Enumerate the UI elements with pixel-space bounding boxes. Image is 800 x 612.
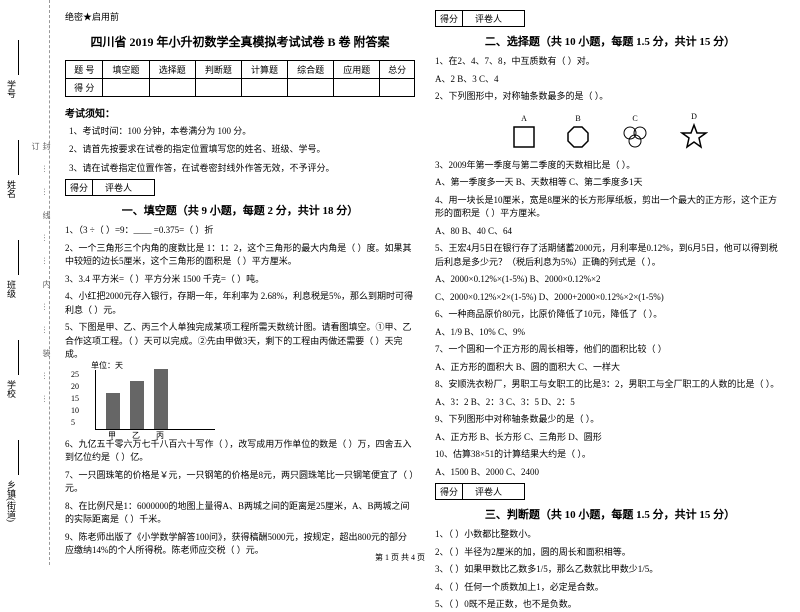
q2-8-opts: A、3：2 B、2：3 C、3：5 D、2：5: [435, 396, 785, 410]
q2-5-opts-ab: A、2000×0.12%×(1-5%) B、2000×0.12%×2: [435, 273, 785, 287]
q2-5: 5、王宏4月5日在银行存了活期储蓄2000元，月利率是0.12%，到6月5日，他…: [435, 242, 785, 269]
shape-a: A: [512, 114, 536, 149]
secret-label: 绝密★启用前: [65, 10, 415, 23]
q2-10-opts: A、1500 B、2000 C、2400: [435, 466, 785, 480]
q3-5: 5、（ ）0既不是正数，也不是负数。: [435, 598, 785, 612]
score-box-1: 得分 评卷人: [65, 179, 155, 196]
shape-b: B: [566, 114, 590, 149]
shape-options: A B C D: [435, 112, 785, 151]
q2-7-opts: A、正方形的面积大 B、圆的面积大 C、一样大: [435, 361, 785, 375]
score-box-2: 得分 评卷人: [435, 10, 525, 27]
bar-jia: 甲: [106, 393, 120, 429]
binding-field-label: 乡镇(街道): [5, 480, 18, 522]
binding-field-label: 班级: [5, 280, 18, 298]
q1-6: 6、九亿五千零六万七千八百六十写作（ ），改写成用万作单位的数是（ ）万，四舍五…: [65, 438, 415, 465]
shape-c: C: [620, 114, 650, 149]
circles-icon: [620, 125, 650, 149]
content-area: 绝密★启用前 四川省 2019 年小升初数学全真模拟考试试卷 B 卷 附答案 题…: [50, 0, 800, 565]
q2-4: 4、用一块长是10厘米，宽是8厘米的长方形厚纸板，剪出一个最大的正方形，这个正方…: [435, 194, 785, 221]
q1-4: 4、小红把2000元存入银行，存期一年，年利率为 2.68%，利息税是5%，那么…: [65, 290, 415, 317]
q3-3: 3、（ ）如果甲数比乙数多1/5，那么乙数就比甲数少1/5。: [435, 563, 785, 577]
bar-bing: 丙: [154, 369, 168, 429]
octagon-icon: [566, 125, 590, 149]
ytick-5: 5: [71, 418, 75, 427]
ytick-25: 25: [71, 370, 79, 379]
q3-4: 4、（ ）任何一个质数加上1，必定是合数。: [435, 581, 785, 595]
star-icon: [680, 123, 708, 151]
section-1-title: 一、填空题（共 9 小题，每题 2 分，共计 18 分）: [65, 202, 415, 218]
binding-field-label: 学校: [5, 380, 18, 398]
binding-margin: 封……线……内……装……订 乡镇(街道) 学校 班级 姓名 学号: [0, 0, 50, 565]
q2-1-opts: A、2 B、3 C、4: [435, 73, 785, 87]
ytick-20: 20: [71, 382, 79, 391]
q2-3: 3、2009年第一季度与第二季度的天数相比是（ ）。: [435, 159, 785, 173]
q1-7: 7、一只圆珠笔的价格是￥元，一只钢笔的价格是8元，两只圆珠笔比一只钢笔便宜了（ …: [65, 469, 415, 496]
shape-d: D: [680, 112, 708, 151]
q2-5-opts-cd: C、2000×0.12%×2×(1-5%) D、2000+2000×0.12%×…: [435, 291, 785, 305]
binding-inner-text: 封……线……内……装……订: [30, 141, 52, 424]
q2-9-opts: A、正方形 B、长方形 C、三角形 D、圆形: [435, 431, 785, 445]
binding-field-label: 学号: [5, 80, 18, 98]
page-footer: 第 1 页 共 4 页: [0, 552, 800, 563]
notice-title: 考试须知：: [65, 105, 415, 120]
q2-6-opts: A、1/9 B、10% C、9%: [435, 326, 785, 340]
score-box-3: 得分 评卷人: [435, 483, 525, 500]
q2-2: 2、下列图形中，对称轴条数最多的是（ ）。: [435, 90, 785, 104]
notice-2: 2、请首先按要求在试卷的指定位置填写您的姓名、班级、学号。: [69, 142, 415, 156]
notice-3: 3、请在试卷指定位置作答，在试卷密封线外作答无效，不予评分。: [69, 161, 415, 175]
ytick-10: 10: [71, 406, 79, 415]
square-icon: [512, 125, 536, 149]
bar-chart: 单位：天 25 20 15 10 5 甲 乙 丙: [95, 370, 215, 430]
q2-10: 10、估算38×51的计算结果大约是（ ）。: [435, 448, 785, 462]
score-header-row: 题 号 填空题 选择题 判断题 计算题 综合题 应用题 总分: [66, 61, 415, 79]
right-column: 得分 评卷人 二、选择题（共 10 小题，每题 1.5 分，共计 15 分） 1…: [435, 10, 785, 560]
section-3-title: 三、判断题（共 10 小题，每题 1.5 分，共计 15 分）: [435, 506, 785, 522]
q1-2: 2、一个三角形三个内角的度数比是 1：1：2，这个三角形的最大内角是（ ）度。如…: [65, 242, 415, 269]
q2-6: 6、一种商品原价80元，比原价降低了10元，降低了（ ）。: [435, 308, 785, 322]
score-value-row: 得 分: [66, 79, 415, 97]
chart-unit: 单位：天: [91, 360, 123, 371]
binding-field-label: 姓名: [5, 180, 18, 198]
q1-5: 5、下图是甲、乙、丙三个人单独完成某项工程所需天数统计图。请看图填空。①甲、乙合…: [65, 321, 415, 362]
q2-3-opts: A、第一季度多一天 B、天数相等 C、第二季度多1天: [435, 176, 785, 190]
q2-1: 1、在2、4、7、8，中互质数有（ ）对。: [435, 55, 785, 69]
notice-1: 1、考试时间：100 分钟，本卷满分为 100 分。: [69, 124, 415, 138]
section-2-title: 二、选择题（共 10 小题，每题 1.5 分，共计 15 分）: [435, 33, 785, 49]
left-column: 绝密★启用前 四川省 2019 年小升初数学全真模拟考试试卷 B 卷 附答案 题…: [65, 10, 415, 560]
q2-4-opts: A、80 B、40 C、64: [435, 225, 785, 239]
bar-yi: 乙: [130, 381, 144, 429]
q1-3: 3、3.4 平方米=（ ）平方分米 1500 千克=（ ）吨。: [65, 273, 415, 287]
q3-1: 1、（ ）小数都比整数小。: [435, 528, 785, 542]
score-table: 题 号 填空题 选择题 判断题 计算题 综合题 应用题 总分 得 分: [65, 60, 415, 97]
q1-1: 1、（3 ÷（ ）=9：____ =0.375=（ ）折: [65, 224, 415, 238]
ytick-15: 15: [71, 394, 79, 403]
q2-7: 7、一个圆和一个正方形的周长相等，他们的面积比较（ ）: [435, 343, 785, 357]
q2-8: 8、安顺洗衣粉厂，男职工与女职工的比是3：2，男职工与全厂职工的人数的比是（ ）…: [435, 378, 785, 392]
q1-8: 8、在比例尺是1：6000000的地图上量得A、B两城之间的距离是25厘米，A、…: [65, 500, 415, 527]
exam-title: 四川省 2019 年小升初数学全真模拟考试试卷 B 卷 附答案: [65, 33, 415, 50]
q2-9: 9、下列图形中对称轴条数最少的是（ ）。: [435, 413, 785, 427]
